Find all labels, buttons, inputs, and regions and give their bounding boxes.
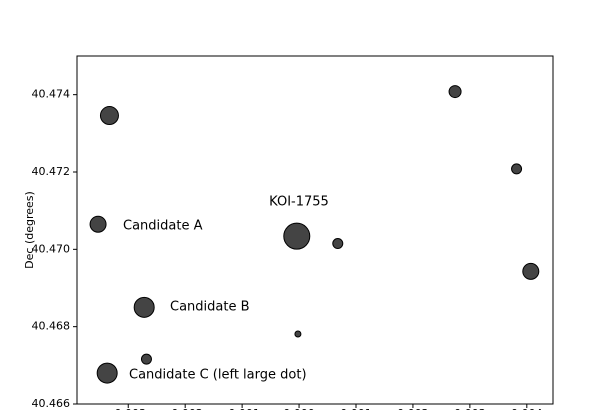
point <box>332 238 344 250</box>
point <box>140 353 152 365</box>
y-tick-label: 40.472 <box>32 165 71 178</box>
y-tick-label: 40.468 <box>32 320 71 333</box>
point <box>283 222 311 250</box>
y-tick-label: 40.470 <box>32 242 71 255</box>
annotation: KOI-1755 <box>269 195 329 210</box>
point <box>294 330 302 338</box>
x-tick-label: -0.003 <box>111 407 146 410</box>
x-tick-label: 0.001 <box>340 407 372 410</box>
x-tick-label: -0.002 <box>167 407 202 410</box>
annotation: Candidate B <box>170 300 250 315</box>
x-tick-label: 0.003 <box>454 407 486 410</box>
y-tick-label: 40.466 <box>32 397 71 410</box>
point <box>511 163 523 175</box>
point <box>522 262 540 280</box>
x-tick-label: 0.004 <box>511 407 543 410</box>
annotation: Candidate A <box>123 219 203 234</box>
y-tick-label: 40.474 <box>32 88 71 101</box>
y-axis-label: Dec (degrees) <box>23 191 36 269</box>
plot-frame <box>76 55 554 405</box>
x-tick-label: 0.002 <box>397 407 429 410</box>
point <box>448 85 462 99</box>
point <box>133 296 155 318</box>
x-tick-label: -0.001 <box>224 407 259 410</box>
annotation: Candidate C (left large dot) <box>129 368 307 383</box>
point <box>99 106 119 126</box>
point <box>89 215 107 233</box>
x-tick-label: 0.000 <box>283 407 315 410</box>
point <box>96 362 118 384</box>
